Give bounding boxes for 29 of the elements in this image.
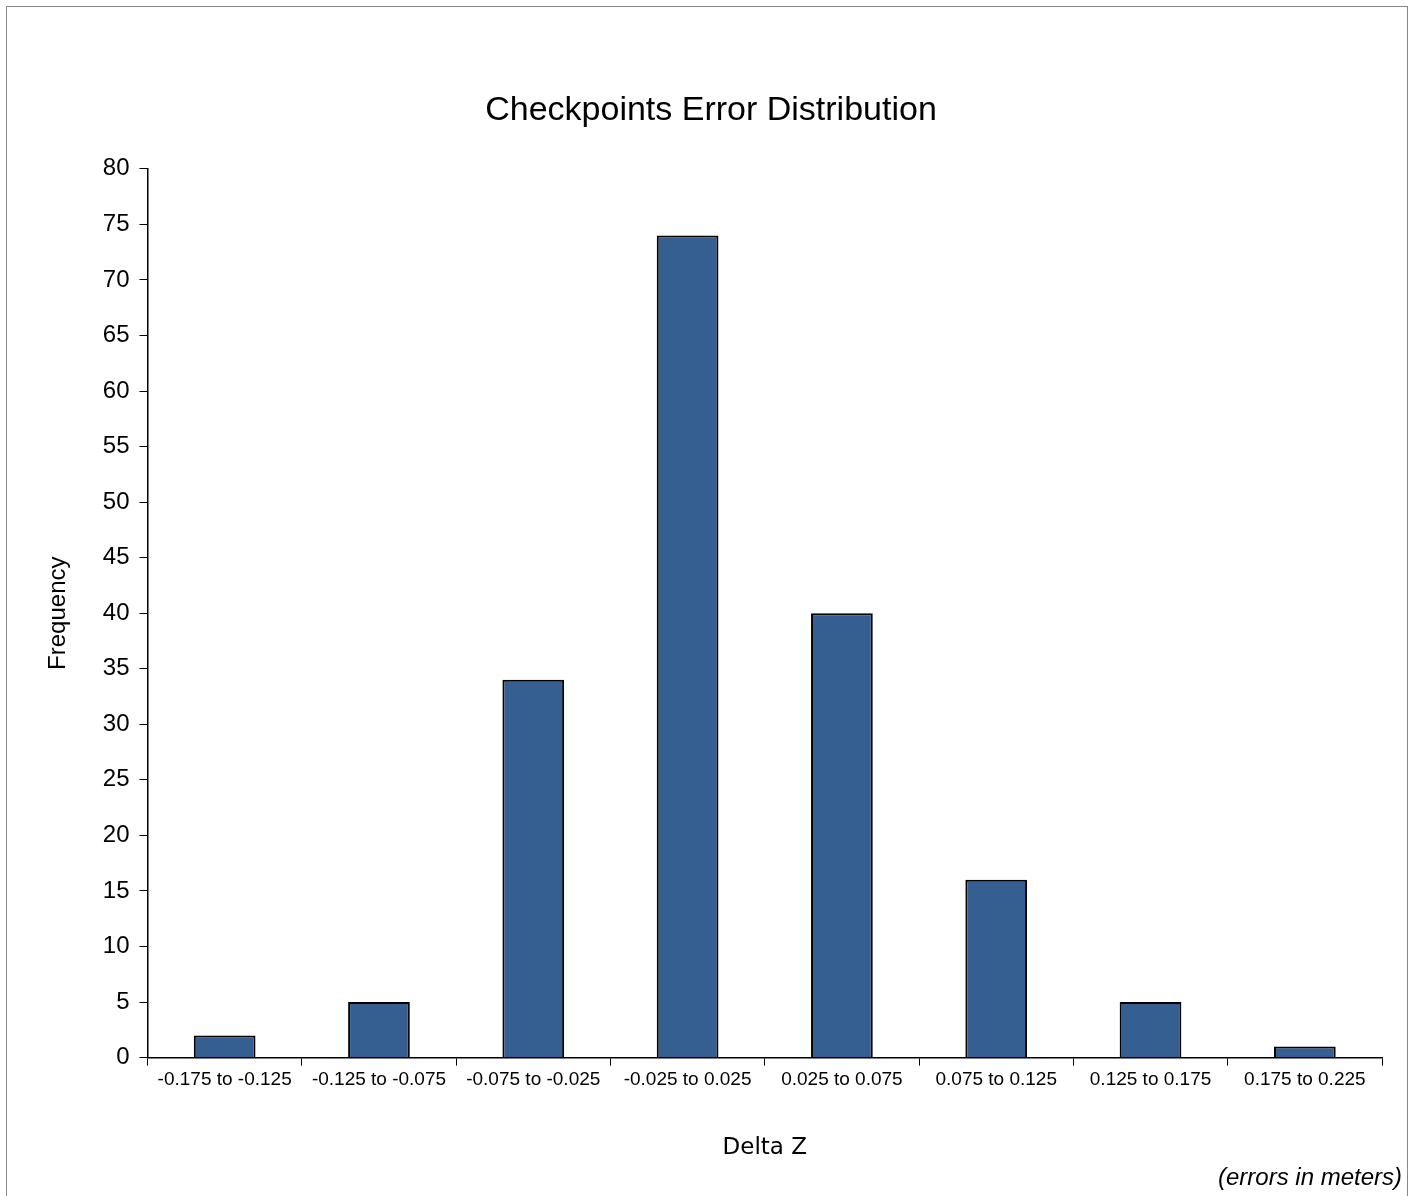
y-tick-label: 40 [102, 597, 130, 625]
x-tick-label: -0.025 to 0.025 [623, 1068, 752, 1090]
x-tick-label: -0.075 to -0.025 [466, 1068, 601, 1090]
y-tick-label: 25 [102, 764, 130, 792]
y-tick-label: 70 [102, 264, 130, 292]
y-tick-label: 75 [102, 208, 130, 236]
y-tick-label: 15 [102, 875, 130, 903]
y-axis-title: Frequency [43, 556, 71, 670]
x-tick-label: 0.025 to 0.075 [781, 1068, 903, 1090]
x-tick-label: 0.075 to 0.125 [935, 1068, 1057, 1090]
y-tick-label: 20 [102, 820, 130, 848]
chart-title: Checkpoints Error Distribution [485, 88, 937, 127]
y-tick-label: 10 [102, 931, 130, 959]
y-tick-label: 50 [102, 486, 130, 514]
y-tick-label: 55 [102, 431, 130, 459]
x-tick-label: 0.175 to 0.225 [1244, 1068, 1366, 1090]
y-tick-label: 0 [116, 1042, 130, 1070]
y-tick-label: 80 [102, 153, 130, 181]
y-tick-label: 45 [102, 542, 130, 570]
x-tick-label: -0.125 to -0.075 [311, 1068, 447, 1090]
x-tick-label: 0.125 to 0.175 [1089, 1068, 1212, 1090]
y-tick-label: 65 [102, 320, 130, 348]
y-tick-label: 5 [116, 986, 130, 1014]
y-tick-label: 30 [102, 708, 130, 736]
y-tick-label: 60 [102, 375, 130, 403]
text: (errors in meters) [1217, 1162, 1402, 1190]
x-axis-title: Delta Z [722, 1133, 807, 1160]
y-tick-label: 35 [102, 653, 130, 681]
x-tick-label: -0.175 to -0.125 [157, 1068, 292, 1090]
